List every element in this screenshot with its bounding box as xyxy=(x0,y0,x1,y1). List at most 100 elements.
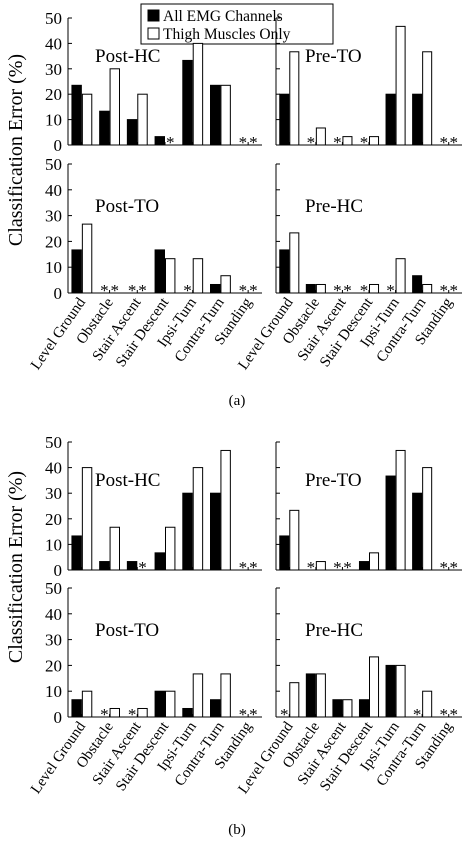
fig-b-panel-post-to-ytick-label-20: 20 xyxy=(45,656,62,675)
fig-b-panel-pre-hc-bar-thigh-muscles-only-level-ground xyxy=(289,682,300,718)
fig-a-panel-post-hc-bar-all-emg-channels-obstacle xyxy=(99,110,110,146)
fig-b-panel-post-hc-bar-thigh-muscles-only-stair-descent xyxy=(165,526,176,571)
fig-b-panel-pre-hc-bar-all-emg-channels-stair-descent xyxy=(358,699,370,718)
fig-a-panel-pre-to-bar-thigh-muscles-only-ipsi-turn xyxy=(395,25,406,146)
legend-box xyxy=(140,3,334,45)
fig-a-panel-pre-to-zero-marker-all-emg-channels-stair-ascent: * xyxy=(333,133,342,152)
fig-b-panel-pre-hc-zero-marker-all-emg-channels-contra-turn: * xyxy=(413,705,422,724)
fig-b-panel-post-hc-ytick-label-40: 40 xyxy=(45,459,62,478)
fig-b-panel-post-hc-zero-marker-thigh-muscles-only-stair-ascent: * xyxy=(138,558,147,577)
fig-a-panel-post-hc-zero-marker-thigh-muscles-only-stair-descent: * xyxy=(166,133,175,152)
fig-b-panel-pre-to-zero-marker-thigh-muscles-only-standing: * xyxy=(449,558,458,577)
fig-a-panel-post-to-bar-thigh-muscles-only-level-ground xyxy=(81,223,93,294)
fig-b-panel-post-to-bar-all-emg-channels-ipsi-turn xyxy=(182,707,193,718)
fig-b-panel-pre-to-bar-all-emg-channels-ipsi-turn xyxy=(385,475,396,571)
fig-b-panel-post-hc-zero-marker-all-emg-channels-standing: * xyxy=(239,558,248,577)
fig-b-panel-post-hc-bar-all-emg-channels-stair-ascent xyxy=(126,561,138,571)
fig-a-panel-pre-to-bar-thigh-muscles-only-stair-descent xyxy=(369,136,380,146)
fig-a-panel-post-hc-zero-marker-thigh-muscles-only-standing: * xyxy=(249,133,258,152)
fig-b-panel-post-to-ytick-label-50: 50 xyxy=(45,579,62,598)
fig-a-panel-post-to-zero-marker-thigh-muscles-only-stair-ascent: * xyxy=(138,281,147,300)
caption-b: (b) xyxy=(228,822,246,838)
fig-a-panel-post-to-zero-marker-all-emg-channels-stair-ascent: * xyxy=(128,281,137,300)
fig-a-panel-post-to-ytick-label-50: 50 xyxy=(45,155,62,174)
fig-b-panel-pre-to-zero-marker-all-emg-channels-stair-ascent: * xyxy=(333,558,342,577)
fig-b-panel-post-to-bar-thigh-muscles-only-level-ground xyxy=(81,690,93,718)
fig-b-panel-pre-to-bar-thigh-muscles-only-stair-descent xyxy=(369,552,380,571)
fig-a-panel-pre-to-zero-marker-all-emg-channels-standing: * xyxy=(439,133,448,152)
fig-b-panel-pre-hc-zero-marker-thigh-muscles-only-standing: * xyxy=(449,705,458,724)
fig-b-panel-post-hc-ytick-label-50: 50 xyxy=(45,433,62,452)
legend: All EMG Channels Thigh Muscles Only xyxy=(140,3,334,45)
fig-b-panel-post-hc-bar-thigh-muscles-only-obstacle xyxy=(109,526,120,571)
legend-swatch-thigh xyxy=(147,27,160,40)
fig-a-panel-post-to-ytick-label-0: 0 xyxy=(54,284,63,303)
fig-a-panel-post-hc-ytick-label-0: 0 xyxy=(54,136,63,155)
fig-b-panel-post-to-label: Post-TO xyxy=(95,620,159,641)
fig-a-panel-pre-to-bar-all-emg-channels-contra-turn xyxy=(412,93,423,146)
fig-a-panel-post-to-bar-thigh-muscles-only-stair-descent xyxy=(165,258,176,294)
fig-a-panel-post-to-bar-all-emg-channels-level-ground xyxy=(71,249,82,294)
fig-b-panel-pre-to-bar-thigh-muscles-only-ipsi-turn xyxy=(395,449,406,571)
fig-a-panel-pre-to-zero-marker-all-emg-channels-obstacle: * xyxy=(307,133,316,152)
fig-a-panel-pre-to-bar-thigh-muscles-only-contra-turn xyxy=(422,51,433,146)
fig-a-panel-pre-to-bar-thigh-muscles-only-obstacle xyxy=(315,127,326,146)
y-axis-label-a: Classification Error (%) xyxy=(5,54,27,246)
fig-b-panel-post-to-bar-thigh-muscles-only-stair-descent xyxy=(165,690,176,718)
fig-b-panel-post-to-zero-marker-all-emg-channels-standing: * xyxy=(239,705,248,724)
fig-a-panel-post-to-bar-thigh-muscles-only-contra-turn xyxy=(220,275,231,294)
fig-a-panel-post-to-zero-marker-thigh-muscles-only-standing: * xyxy=(249,281,258,300)
fig-a-panel-post-hc-bar-all-emg-channels-level-ground xyxy=(71,84,82,146)
fig-b-panel-post-hc-bar-all-emg-channels-contra-turn xyxy=(210,492,221,571)
y-axis-label-b: Classification Error (%) xyxy=(5,471,27,663)
fig-b-panel-post-hc-bar-all-emg-channels-ipsi-turn xyxy=(182,492,193,571)
fig-a-panel-post-to-zero-marker-all-emg-channels-standing: * xyxy=(239,281,248,300)
fig-a-panel-pre-hc-zero-marker-thigh-muscles-only-standing: * xyxy=(449,281,458,300)
fig-a-panel-post-hc-ytick-label-10: 10 xyxy=(45,111,62,130)
fig-a-panel-pre-hc-bar-thigh-muscles-only-ipsi-turn xyxy=(395,258,406,294)
fig-a-panel-pre-to: * * * * *Pre-TO xyxy=(275,17,462,152)
fig-a-panel-post-hc-zero-marker-all-emg-channels-standing: * xyxy=(239,133,248,152)
fig-a-panel-post-to-bar-all-emg-channels-stair-descent xyxy=(154,249,166,294)
fig-a-panel-pre-to-bar-thigh-muscles-only-level-ground xyxy=(289,51,300,146)
fig-b-panel-post-hc-bar-all-emg-channels-obstacle xyxy=(99,561,110,571)
fig-a-panel-pre-hc-zero-marker-all-emg-channels-standing: * xyxy=(439,281,448,300)
fig-a-panel-pre-hc-zero-marker-all-emg-channels-stair-ascent: * xyxy=(333,281,342,300)
fig-a-panel-post-to-zero-marker-all-emg-channels-obstacle: * xyxy=(100,281,109,300)
fig-a-panel-post-to-zero-marker-all-emg-channels-ipsi-turn: * xyxy=(183,281,192,300)
fig-b-panel-post-to-bar-thigh-muscles-only-obstacle xyxy=(109,707,120,718)
fig-b-panel-pre-to: * * * * *Pre-TO xyxy=(275,441,462,577)
fig-a-panel-post-hc-ytick-label-40: 40 xyxy=(45,34,62,53)
fig-a-panel-pre-hc-zero-marker-thigh-muscles-only-stair-ascent: * xyxy=(343,281,352,300)
fig-a-panel-post-to-bar-thigh-muscles-only-ipsi-turn xyxy=(192,258,204,294)
fig-a-panel-pre-hc-zero-marker-all-emg-channels-ipsi-turn: * xyxy=(386,281,395,300)
fig-b-panel-post-hc-label: Post-HC xyxy=(95,470,160,491)
fig-b-panel-pre-to-label: Pre-TO xyxy=(305,470,362,491)
fig-a-panel-post-hc-bar-all-emg-channels-stair-ascent xyxy=(126,119,138,146)
fig-a-panel-pre-to-label: Pre-TO xyxy=(305,46,362,67)
fig-b-panel-pre-to-bar-all-emg-channels-stair-descent xyxy=(358,561,370,571)
fig-b-panel-pre-to-bar-all-emg-channels-contra-turn xyxy=(412,492,423,571)
fig-a-panel-post-hc-bar-thigh-muscles-only-level-ground xyxy=(81,93,93,146)
fig-b-panel-post-to-ytick-label-30: 30 xyxy=(45,631,62,650)
fig-b-panel-pre-hc-zero-marker-all-emg-channels-standing: * xyxy=(439,705,448,724)
fig-a-panel-post-hc-ytick-label-30: 30 xyxy=(45,60,62,79)
fig-a-panel-post-to-zero-marker-thigh-muscles-only-obstacle: * xyxy=(111,281,120,300)
fig-b-panel-pre-to-zero-marker-all-emg-channels-obstacle: * xyxy=(307,558,316,577)
legend-label-all-emg: All EMG Channels xyxy=(163,8,283,25)
fig-a-panel-pre-hc-label: Pre-HC xyxy=(305,196,363,217)
fig-b-panel-post-to-bar-thigh-muscles-only-ipsi-turn xyxy=(192,673,204,718)
fig-a-panel-pre-to-zero-marker-thigh-muscles-only-standing: * xyxy=(449,133,458,152)
legend-swatch-all-emg xyxy=(147,9,160,22)
fig-b-panel-post-to-zero-marker-thigh-muscles-only-standing: * xyxy=(249,705,258,724)
fig-b-panel-post-to-bar-all-emg-channels-stair-descent xyxy=(154,690,166,718)
fig-b-panel-post-to-ytick-label-40: 40 xyxy=(45,605,62,624)
fig-b-panel-pre-hc: * * * *Pre-HC xyxy=(275,587,462,724)
fig-b-panel-post-to-ytick-label-10: 10 xyxy=(45,682,62,701)
fig-a-panel-post-to-ytick-label-20: 20 xyxy=(45,232,62,251)
fig-b-panel-post-to-ytick-label-0: 0 xyxy=(54,708,63,727)
fig-a-panel-pre-to-bar-all-emg-channels-ipsi-turn xyxy=(385,93,396,146)
fig-a-panel-pre-to-bar-thigh-muscles-only-stair-ascent xyxy=(342,136,353,146)
